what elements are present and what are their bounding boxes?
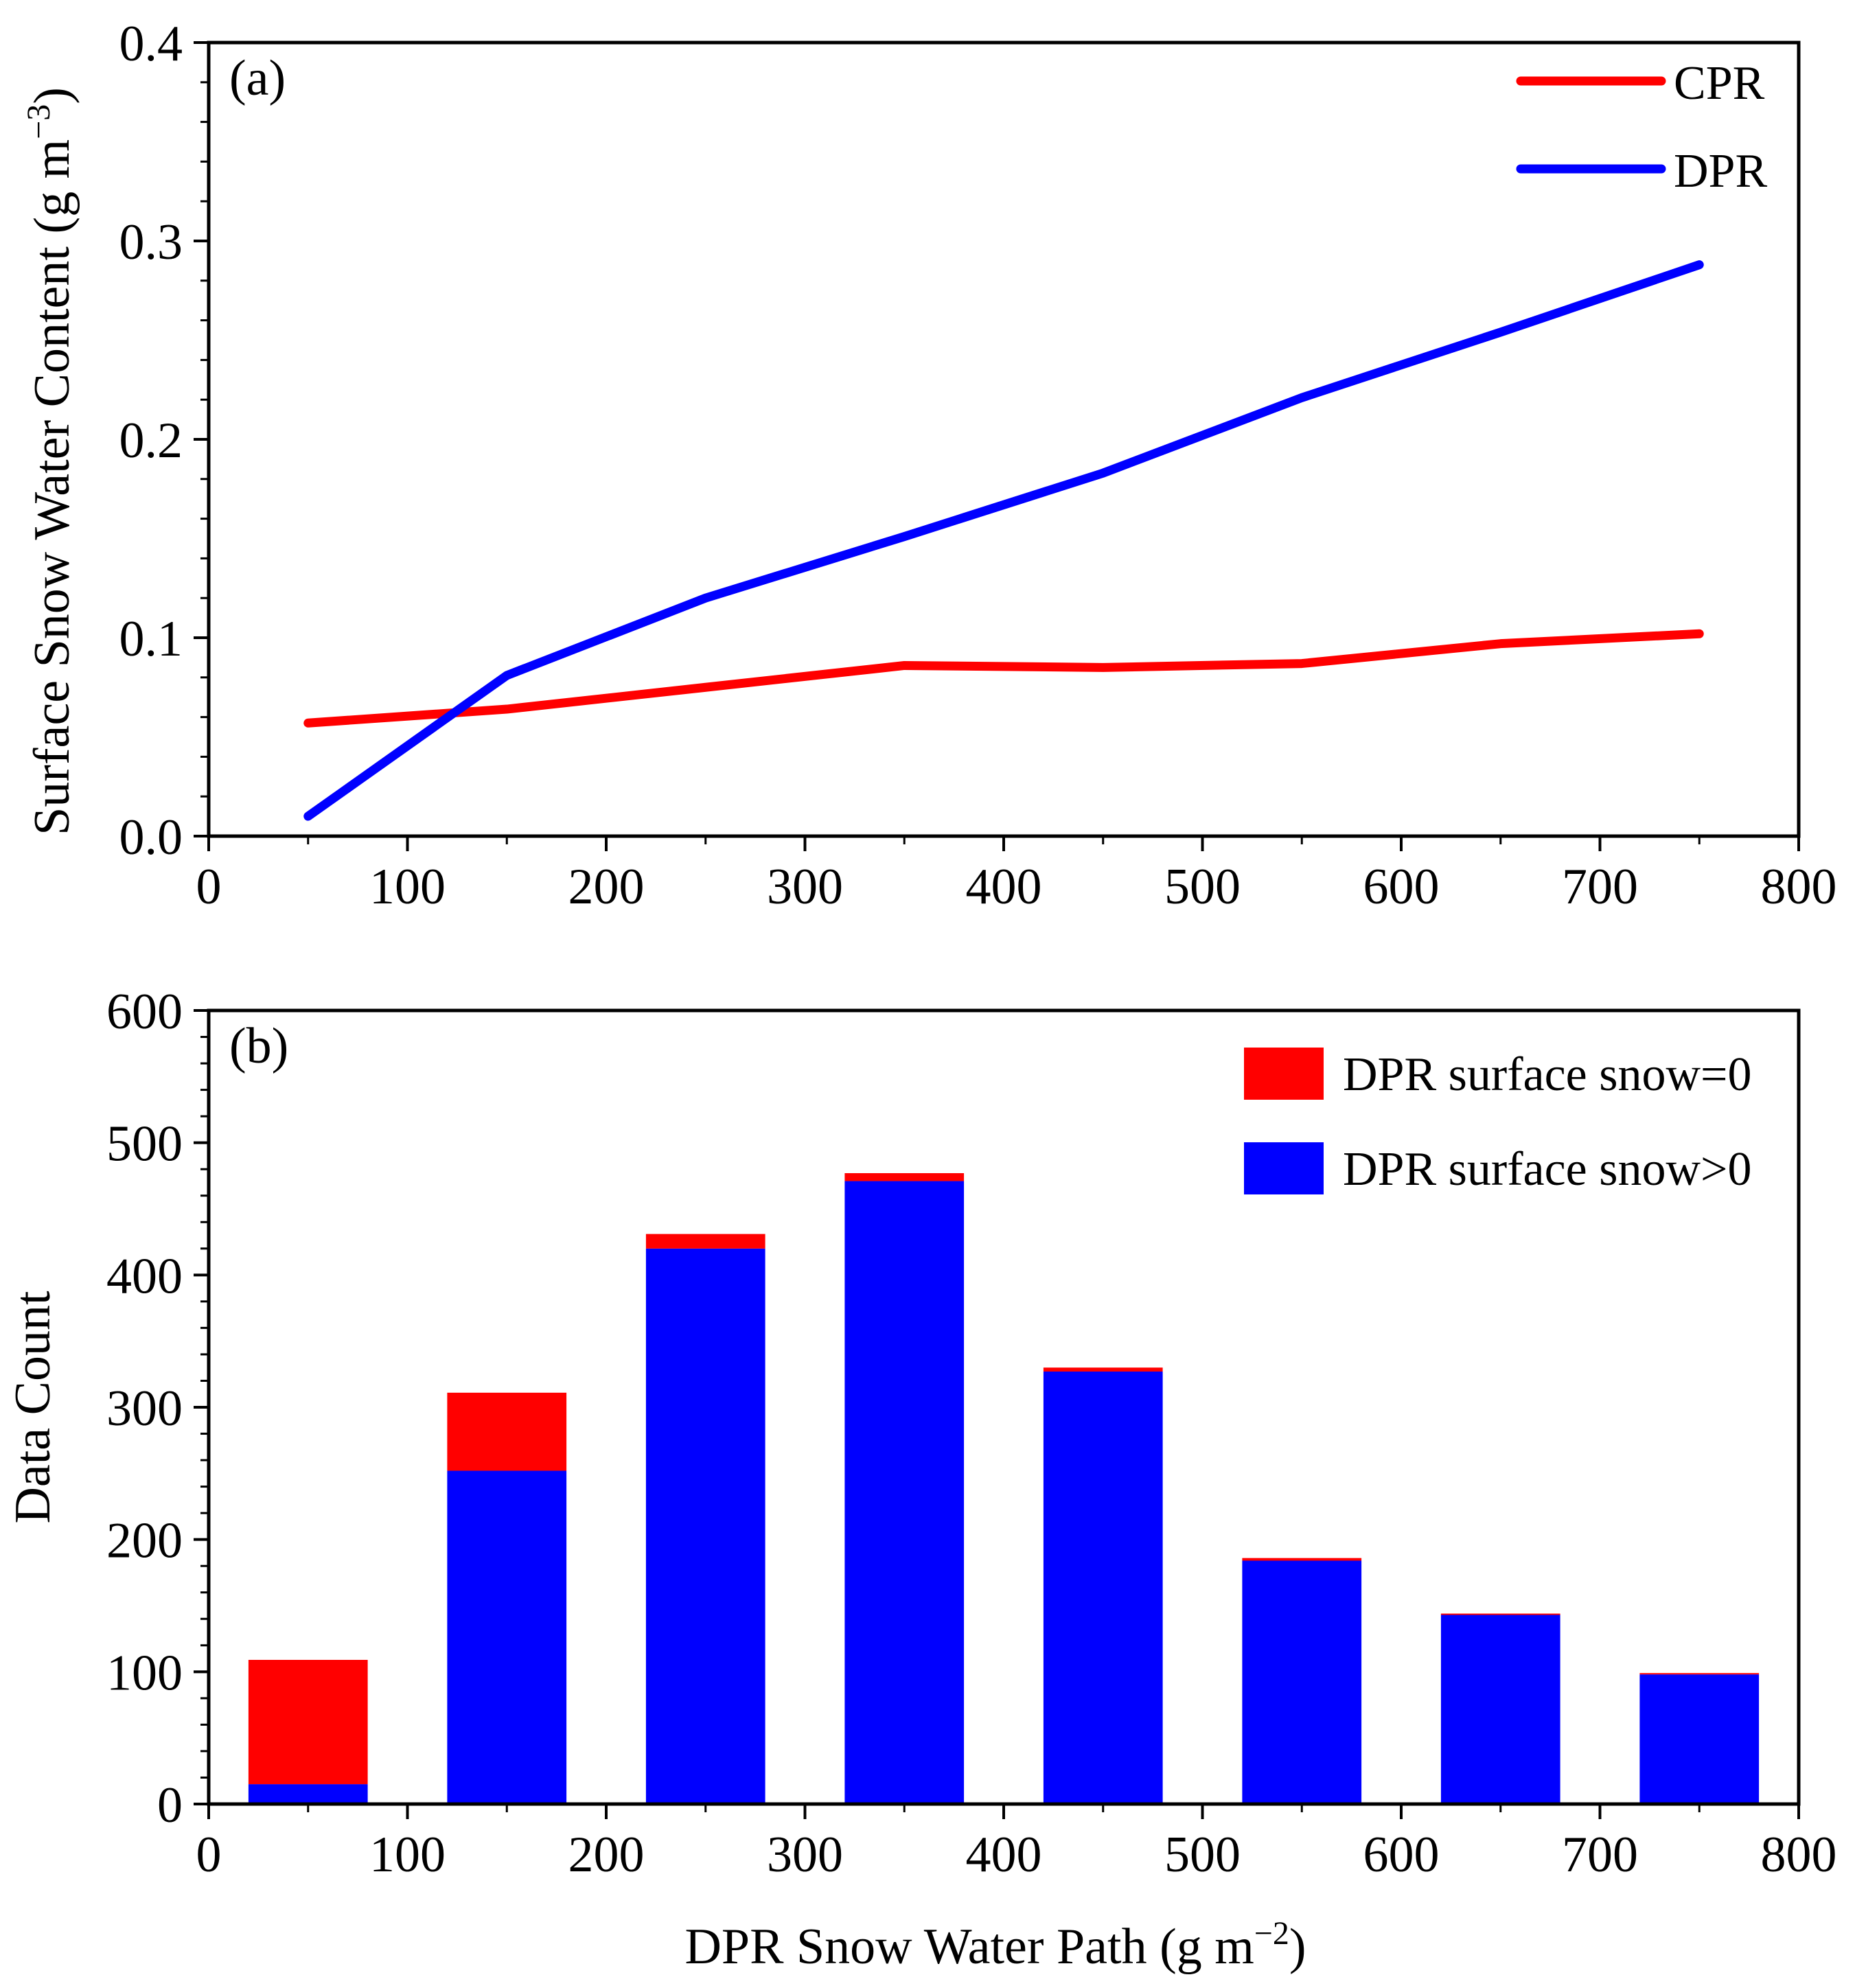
bar-segment-snow-zero	[248, 1659, 368, 1785]
panel-b-x-axis-title-text: DPR Snow Water Path (g m	[684, 1919, 1254, 1975]
x-tick-label: 600	[1363, 1827, 1440, 1883]
panel-b-legend: DPR surface snow=0 DPR surface snow>0	[1244, 1048, 1752, 1196]
panel-b-x-axis-title: DPR Snow Water Path (g m−2)	[684, 1915, 1306, 1975]
bar-segment-snow-zero	[1440, 1613, 1560, 1615]
bar-segment-snow-zero	[1043, 1367, 1163, 1372]
y-tick-label: 0	[157, 1777, 183, 1834]
panel-a-y-axis-title: Surface Snow Water Content (g m−3)	[21, 87, 80, 835]
y-tick-label: 0.3	[119, 214, 183, 270]
legend-label-cpr: CPR	[1674, 57, 1765, 110]
x-tick-label: 700	[1562, 1827, 1638, 1883]
panel-a-line-chart: 0 100 200 300 400 500 600 700 800 0.00.10.20.30.…	[21, 16, 1837, 915]
legend-label-dpr: DPR	[1674, 145, 1767, 198]
series-line-cpr	[303, 629, 1704, 728]
x-tick-label: 0	[196, 1827, 222, 1883]
panel-a-y-axis-title-text: Surface Snow Water Content (g m	[24, 139, 80, 835]
x-tick-label: 400	[966, 859, 1042, 915]
y-tick-label: 0.1	[119, 611, 183, 667]
bar-segment-snow-zero	[844, 1172, 965, 1181]
y-tick-label: 300	[106, 1380, 183, 1437]
legend-swatch-snow-zero	[1244, 1048, 1324, 1100]
x-tick-label: 300	[767, 859, 843, 915]
panel-b-x-axis: 0 100 200 300 400 500 600 700 800	[196, 1804, 1837, 1883]
x-tick-label: 500	[1164, 859, 1241, 915]
x-tick-label: 500	[1164, 1827, 1241, 1883]
panel-a-label: (a)	[229, 50, 286, 106]
x-tick-label: 200	[568, 859, 645, 915]
y-tick-label: 0.0	[119, 809, 183, 866]
bar-segment-snow-positive	[844, 1181, 965, 1804]
panel-a-y-axis-title-superscript: −3	[21, 104, 57, 139]
bar-segment-snow-zero	[645, 1234, 765, 1249]
panel-a-y-axis-title-close: )	[24, 87, 80, 104]
y-tick-label: 0.4	[119, 16, 183, 72]
panel-b-y-axis: 0 100 200 300 400 500 600	[106, 984, 209, 1834]
panel-b-y-axis-title: Data Count	[5, 1291, 61, 1524]
panel-b-plot-area	[207, 1008, 1801, 1806]
y-tick-label: 600	[106, 984, 183, 1040]
panel-b-bar-chart: 0 100 200 300 400 500 600 700 800 0 100 200 300 400 5…	[5, 984, 1837, 1975]
bar-segment-snow-positive	[645, 1248, 765, 1804]
bar-segment-snow-positive	[1440, 1615, 1560, 1804]
y-tick-label: 200	[106, 1513, 183, 1569]
panel-a-plot-area	[207, 41, 1801, 838]
bar-segment-snow-positive	[1043, 1371, 1163, 1804]
legend-label-snow-zero: DPR surface snow=0	[1343, 1048, 1752, 1101]
x-tick-label: 100	[369, 1827, 446, 1883]
legend-swatch-snow-positive	[1244, 1142, 1324, 1194]
y-tick-label: 500	[106, 1116, 183, 1172]
x-tick-label: 100	[369, 859, 446, 915]
bar-segment-snow-positive	[248, 1784, 368, 1804]
bar-segment-snow-zero	[1639, 1673, 1760, 1675]
panel-b-label: (b)	[229, 1018, 288, 1074]
x-tick-label: 800	[1761, 1827, 1837, 1883]
panel-b-x-axis-title-close: )	[1289, 1919, 1306, 1975]
x-tick-label: 400	[966, 1827, 1042, 1883]
y-tick-label: 400	[106, 1248, 183, 1304]
bar-segment-snow-zero	[1242, 1558, 1362, 1561]
bar-segment-snow-positive	[1639, 1674, 1760, 1804]
panel-a-legend: CPR DPR	[1516, 57, 1767, 198]
legend-label-snow-positive: DPR surface snow>0	[1343, 1143, 1752, 1196]
x-tick-label: 300	[767, 1827, 843, 1883]
x-tick-label: 200	[568, 1827, 645, 1883]
x-tick-label: 800	[1761, 859, 1837, 915]
x-tick-label: 600	[1363, 859, 1440, 915]
x-tick-label: 700	[1562, 859, 1638, 915]
y-tick-label: 0.2	[119, 413, 183, 469]
y-tick-label: 100	[106, 1645, 183, 1701]
panel-a-y-axis: 0.0 0.1 0.2 0.3 0.4	[119, 16, 209, 866]
panel-b-x-axis-title-superscript: −2	[1254, 1915, 1289, 1952]
x-tick-label: 0	[196, 859, 222, 915]
series-line-dpr	[303, 260, 1704, 821]
bar-segment-snow-zero	[447, 1392, 567, 1471]
panel-a-x-axis: 0 100 200 300 400 500 600 700 800	[196, 836, 1837, 915]
bar-segment-snow-positive	[1242, 1560, 1362, 1804]
bar-segment-snow-positive	[447, 1470, 567, 1804]
